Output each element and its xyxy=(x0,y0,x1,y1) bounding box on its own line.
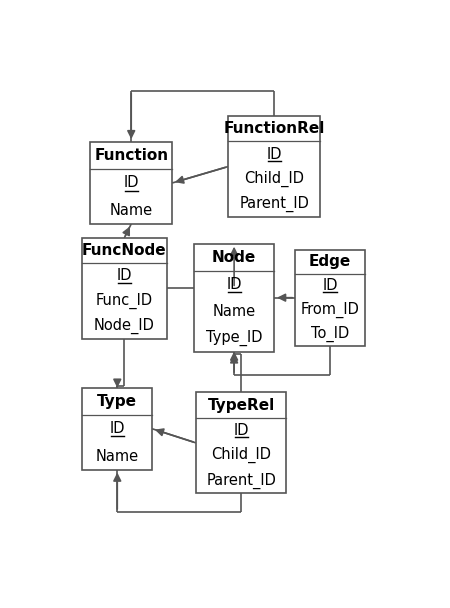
Text: ID: ID xyxy=(109,421,125,437)
Text: To_ID: To_ID xyxy=(311,325,349,342)
Text: ID: ID xyxy=(117,268,132,283)
Bar xyxy=(295,250,365,346)
Text: Parent_ID: Parent_ID xyxy=(239,196,309,212)
Text: Parent_ID: Parent_ID xyxy=(206,472,276,489)
Text: Name: Name xyxy=(212,303,256,319)
Text: Function: Function xyxy=(94,148,168,163)
Text: Child_ID: Child_ID xyxy=(211,447,271,463)
Text: TypeRel: TypeRel xyxy=(207,398,274,413)
Bar xyxy=(194,244,274,351)
Text: Child_ID: Child_ID xyxy=(244,171,304,187)
Text: Node_ID: Node_ID xyxy=(94,318,155,334)
Bar xyxy=(228,116,320,217)
Text: Type_ID: Type_ID xyxy=(206,330,262,346)
Text: ID: ID xyxy=(123,176,139,190)
Bar xyxy=(81,238,167,339)
Text: ID: ID xyxy=(226,277,242,292)
Bar xyxy=(82,388,152,470)
Bar xyxy=(90,142,172,224)
Text: Node: Node xyxy=(212,250,256,265)
Text: ID: ID xyxy=(322,278,338,293)
Text: FuncNode: FuncNode xyxy=(82,243,166,258)
Text: Name: Name xyxy=(110,203,153,218)
Text: FunctionRel: FunctionRel xyxy=(224,122,325,136)
Text: ID: ID xyxy=(234,423,249,438)
Text: Func_ID: Func_ID xyxy=(96,293,153,309)
Text: Type: Type xyxy=(97,394,137,409)
Bar xyxy=(196,393,287,493)
Text: From_ID: From_ID xyxy=(301,302,360,318)
Text: Edge: Edge xyxy=(309,254,351,269)
Text: ID: ID xyxy=(266,147,282,162)
Text: Name: Name xyxy=(96,449,139,463)
